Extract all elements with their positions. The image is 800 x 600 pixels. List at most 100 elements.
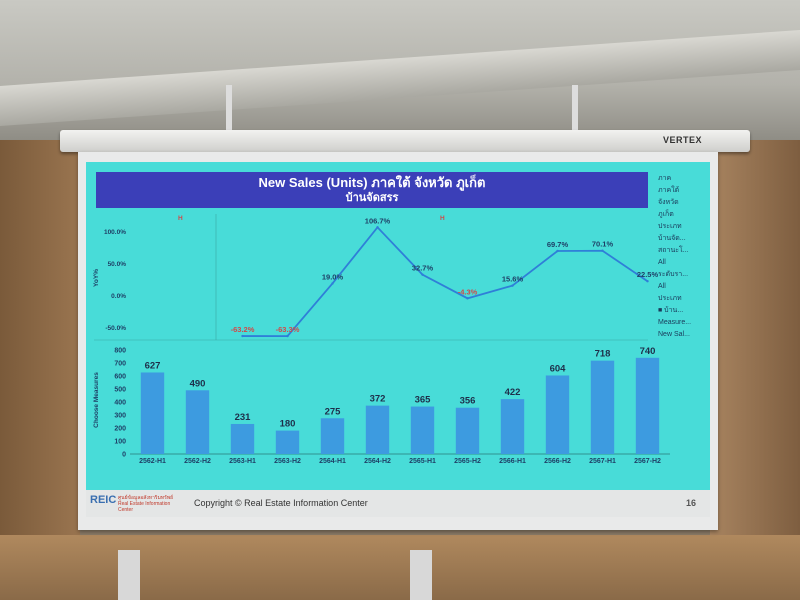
bar <box>320 418 345 454</box>
bar-y-tick: 200 <box>114 426 126 433</box>
page-number: 16 <box>685 498 696 508</box>
bar-category-label: 2562-H2 <box>184 458 211 465</box>
bar-data-label: 604 <box>550 363 567 374</box>
yoy-point <box>421 273 424 276</box>
bar-y-tick: 500 <box>114 387 126 394</box>
bar-category-label: 2565-H1 <box>409 458 436 465</box>
yoy-data-label: -63.3% <box>276 325 300 334</box>
bar <box>185 390 210 454</box>
right-wall <box>710 140 800 600</box>
yoy-point <box>331 282 334 285</box>
yoy-y-tick: 50.0% <box>108 261 127 268</box>
filter-label: All <box>658 259 666 266</box>
filter-label: ภาคใต้ <box>658 187 680 194</box>
bar-y-tick: 300 <box>114 413 126 420</box>
projector-screen-housing: VERTEX <box>60 130 750 152</box>
filter-label: สถานะโ... <box>658 247 689 254</box>
filter-label: ภูเก็ต <box>658 211 674 218</box>
bar-category-label: 2564-H2 <box>364 458 391 465</box>
bar-category-label: 2566-H2 <box>544 458 571 465</box>
bar-y-tick: 700 <box>114 361 126 368</box>
yoy-point <box>646 280 649 283</box>
yoy-data-label: 19.0% <box>322 272 344 281</box>
bar-data-label: 718 <box>595 349 611 360</box>
yoy-point <box>241 334 244 338</box>
stand-leg-left <box>118 550 140 600</box>
bar <box>230 423 255 454</box>
filter-label: ภาค <box>658 175 672 182</box>
half-marker: H <box>178 215 183 222</box>
filter-label: ประเภท <box>658 295 682 302</box>
bar-data-label: 627 <box>145 360 161 371</box>
bar <box>140 372 165 454</box>
yoy-data-label: 15.6% <box>502 275 524 284</box>
projector-brand: VERTEX <box>662 135 702 145</box>
bar <box>410 406 435 454</box>
bar-data-label: 422 <box>505 387 521 398</box>
yoy-data-label: -4.3% <box>458 287 478 296</box>
slide-subtitle: บ้านจัดสรร <box>345 192 399 204</box>
bar-category-label: 2567-H1 <box>589 458 616 465</box>
yoy-point <box>466 297 469 300</box>
yoy-point <box>556 249 559 253</box>
filter-label: ประเภท <box>658 223 682 230</box>
yoy-data-label: 22.5% <box>637 270 659 279</box>
bar <box>635 357 660 454</box>
copyright-text: Copyright © Real Estate Information Cent… <box>194 498 368 508</box>
yoy-y-axis-label: YoY% <box>93 269 100 287</box>
yoy-data-label: -63.2% <box>231 325 255 334</box>
filter-label: บ้านจัด... <box>658 235 686 242</box>
bar <box>455 407 480 454</box>
filter-label: ■ บ้าน... <box>658 307 684 314</box>
bar-y-tick: 600 <box>114 374 126 381</box>
bar-category-label: 2563-H2 <box>274 458 301 465</box>
bar-data-label: 490 <box>190 378 206 389</box>
stand-leg-right <box>410 550 432 600</box>
mount-rod-right <box>572 85 578 135</box>
filter-panel: ภาค ภาคใต้ จังหวัด ภูเก็ต ประเภท บ้านจัด... สถ… <box>658 174 708 342</box>
bar-category-label: 2566-H1 <box>499 458 526 465</box>
yoy-data-label: 106.7% <box>365 216 391 225</box>
yoy-data-label: 69.7% <box>547 240 569 249</box>
bar-category-label: 2567-H2 <box>634 458 661 465</box>
bar <box>545 375 570 454</box>
slide-footer: REIC ศูนย์ข้อมูลอสังหาริมทรัพย์ Real Est… <box>86 490 710 517</box>
yoy-point <box>286 334 289 338</box>
bar-y-tick: 400 <box>114 400 126 407</box>
bar <box>365 405 390 454</box>
left-wall <box>0 140 80 600</box>
bar-data-label: 180 <box>280 419 296 430</box>
chart-area: H H 100.0% 50.0% 0.0% -50.0% YoY% -63.2% -63.3%… <box>93 214 670 465</box>
yoy-y-tick: 0.0% <box>111 293 126 300</box>
bar-data-label: 740 <box>640 346 656 357</box>
bar-data-label: 356 <box>460 396 476 407</box>
bar-category-label: 2562-H1 <box>139 458 166 465</box>
bar-data-label: 365 <box>415 395 432 406</box>
filter-label: ระดับรา... <box>658 271 689 278</box>
projector-screen: New Sales (Units) ภาคใต้ จังหวัด ภูเก็ต … <box>78 152 718 530</box>
bar <box>500 399 525 454</box>
slide-title-bar: New Sales (Units) ภาคใต้ จังหวัด ภูเก็ต … <box>96 172 648 208</box>
bar-data-label: 231 <box>235 412 252 423</box>
yoy-line <box>242 225 649 338</box>
mount-rod-left <box>226 85 232 135</box>
yoy-data-label: 70.1% <box>592 240 614 249</box>
yoy-point <box>601 249 604 252</box>
slide: New Sales (Units) ภาคใต้ จังหวัด ภูเก็ต … <box>86 162 710 517</box>
half-marker: H <box>440 215 445 222</box>
bar <box>590 360 615 454</box>
bar-data-label: 275 <box>325 406 342 417</box>
yoy-point <box>376 226 379 229</box>
bar-y-tick: 800 <box>114 348 126 355</box>
yoy-y-tick: 100.0% <box>104 229 126 236</box>
filter-label: New Sal... <box>658 331 690 338</box>
filter-label: จังหวัด <box>658 199 679 206</box>
bar-y-tick: 0 <box>122 452 126 459</box>
bar <box>275 430 300 454</box>
bar-y-axis-label: Choose Measures <box>93 372 100 428</box>
filter-label: Measure... <box>658 319 692 326</box>
reic-logo: REIC <box>90 494 117 506</box>
yoy-y-tick: -50.0% <box>105 325 126 332</box>
bar-category-label: 2563-H1 <box>229 458 256 465</box>
filter-label: All <box>658 283 666 290</box>
